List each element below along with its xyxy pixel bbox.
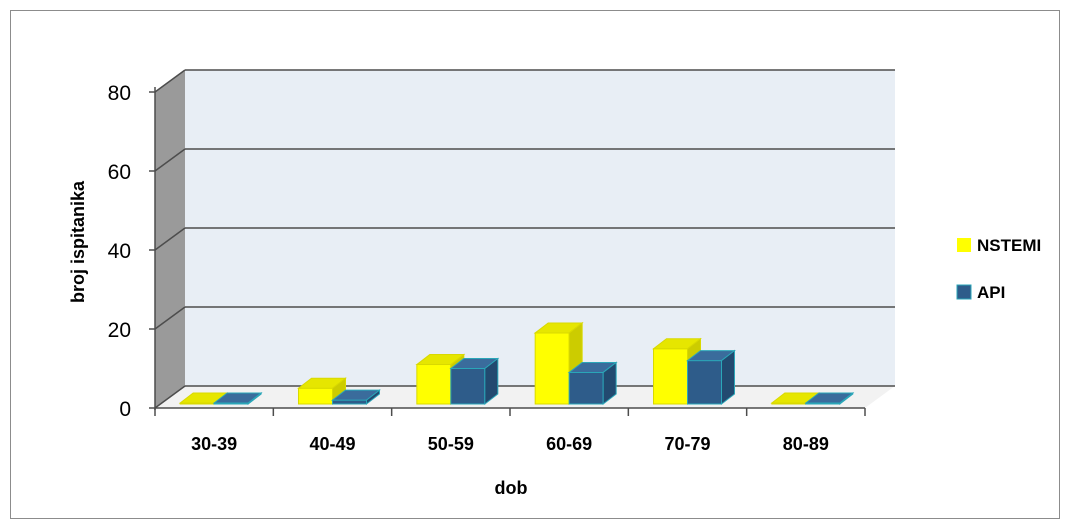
- legend-item-nstemi: NSTEMI: [957, 236, 1041, 255]
- bar-front: [653, 348, 688, 405]
- bar-side: [721, 349, 735, 406]
- bar-front: [534, 332, 570, 405]
- legend: NSTEMI API: [956, 236, 1041, 302]
- bar-side: [247, 391, 262, 406]
- legend-item-api: API: [956, 283, 1005, 302]
- legend-label: NSTEMI: [977, 236, 1041, 255]
- bar-front: [298, 387, 333, 405]
- bar-api-80-89: [804, 391, 855, 406]
- gridline-side: [154, 385, 186, 409]
- x-tick-label: 60-69: [546, 434, 592, 454]
- axes: 0 20 40 60 80 30-39 40-49 50-59 60-69 70-79 80-89: [108, 82, 866, 454]
- gridline-side: [154, 306, 186, 330]
- legend-label: API: [977, 283, 1005, 302]
- legend-swatch: [957, 238, 971, 252]
- x-tick-label: 50-59: [428, 434, 474, 454]
- gridline-side: [154, 69, 186, 93]
- gridline-side: [154, 227, 186, 251]
- x-axis-title: dob: [495, 478, 528, 498]
- bar-api-60-69: [567, 361, 618, 406]
- x-tick-label: 70-79: [664, 434, 710, 454]
- y-tick-label: 0: [119, 398, 131, 421]
- bar-side: [602, 361, 617, 406]
- chart-walls: [155, 70, 895, 408]
- bar-front: [568, 371, 604, 405]
- bar-side: [366, 389, 380, 406]
- bar-front: [416, 364, 452, 405]
- bar-front: [332, 399, 367, 405]
- y-tick-label: 60: [108, 161, 131, 184]
- bar-side: [484, 357, 499, 406]
- y-axis-title: broj ispitanika: [68, 180, 88, 303]
- x-tick-label: 80-89: [783, 434, 829, 454]
- bar-side: [839, 391, 854, 406]
- y-tick-label: 80: [108, 82, 131, 105]
- bar-front: [687, 360, 722, 405]
- y-tick-label: 40: [108, 240, 131, 263]
- y-tick-label: 20: [108, 319, 131, 342]
- gridline-side: [154, 148, 186, 172]
- gridlines: [154, 69, 895, 409]
- bar-api-70-79: [686, 349, 736, 406]
- bar-layer: [178, 321, 855, 406]
- bar-nstemi-40-49: [297, 377, 347, 406]
- bar-api-30-39: [212, 391, 263, 406]
- legend-swatch: [956, 284, 972, 300]
- bar-front: [450, 368, 486, 405]
- bar-api-40-49: [331, 389, 381, 406]
- bar-api-50-59: [449, 357, 500, 406]
- x-tick-label: 30-39: [191, 434, 237, 454]
- x-tick-label: 40-49: [309, 434, 355, 454]
